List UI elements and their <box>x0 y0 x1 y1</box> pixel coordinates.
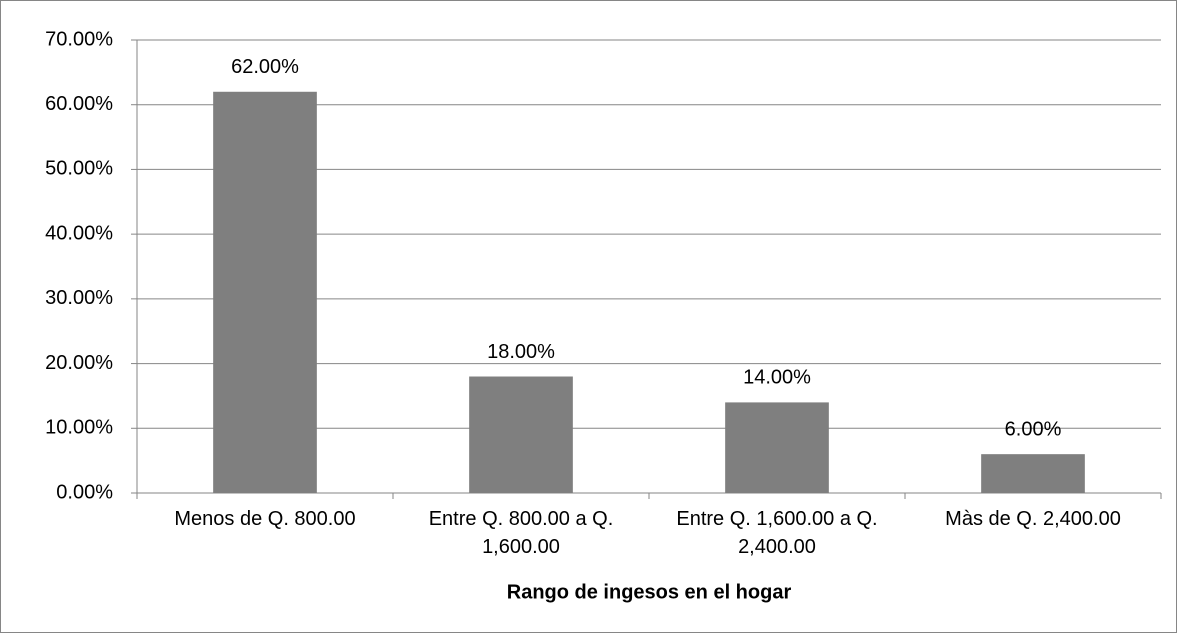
y-tick-label: 0.00% <box>56 481 113 503</box>
data-label: 14.00% <box>743 367 811 389</box>
x-tick-label: Entre Q. 800.00 a Q. 1,600.00 <box>428 508 614 558</box>
y-tick-label: 30.00% <box>45 287 113 309</box>
data-label: 6.00% <box>1005 418 1062 440</box>
data-label: 62.00% <box>231 56 299 78</box>
x-tick-label: Menos de Q. 800.00 <box>174 508 356 530</box>
x-tick-label: Màs de Q. 2,400.00 <box>945 508 1121 530</box>
x-axis-title: Rango de ingesos en el hogar <box>507 581 792 603</box>
data-label: 18.00% <box>487 341 555 363</box>
bar <box>725 402 829 493</box>
x-tick-label: Entre Q. 1,600.00 a Q. 2,400.00 <box>676 508 878 558</box>
bar <box>981 454 1085 493</box>
y-tick-label: 10.00% <box>45 417 113 439</box>
x-tick-label-box: Entre Q. 1,600.00 a Q. 2,400.00 <box>676 508 878 558</box>
bar <box>469 376 573 493</box>
y-tick-label: 20.00% <box>45 352 113 374</box>
x-tick-label-box: Màs de Q. 2,400.00 <box>945 508 1121 530</box>
y-tick-label: 60.00% <box>45 93 113 115</box>
bar <box>213 91 317 494</box>
y-tick-label: 70.00% <box>45 28 113 50</box>
y-tick-label: 50.00% <box>45 158 113 180</box>
x-tick-label-box: Entre Q. 800.00 a Q. 1,600.00 <box>428 508 614 558</box>
y-tick-label: 40.00% <box>45 222 113 244</box>
x-tick-label-box: Menos de Q. 800.00 <box>174 508 356 530</box>
